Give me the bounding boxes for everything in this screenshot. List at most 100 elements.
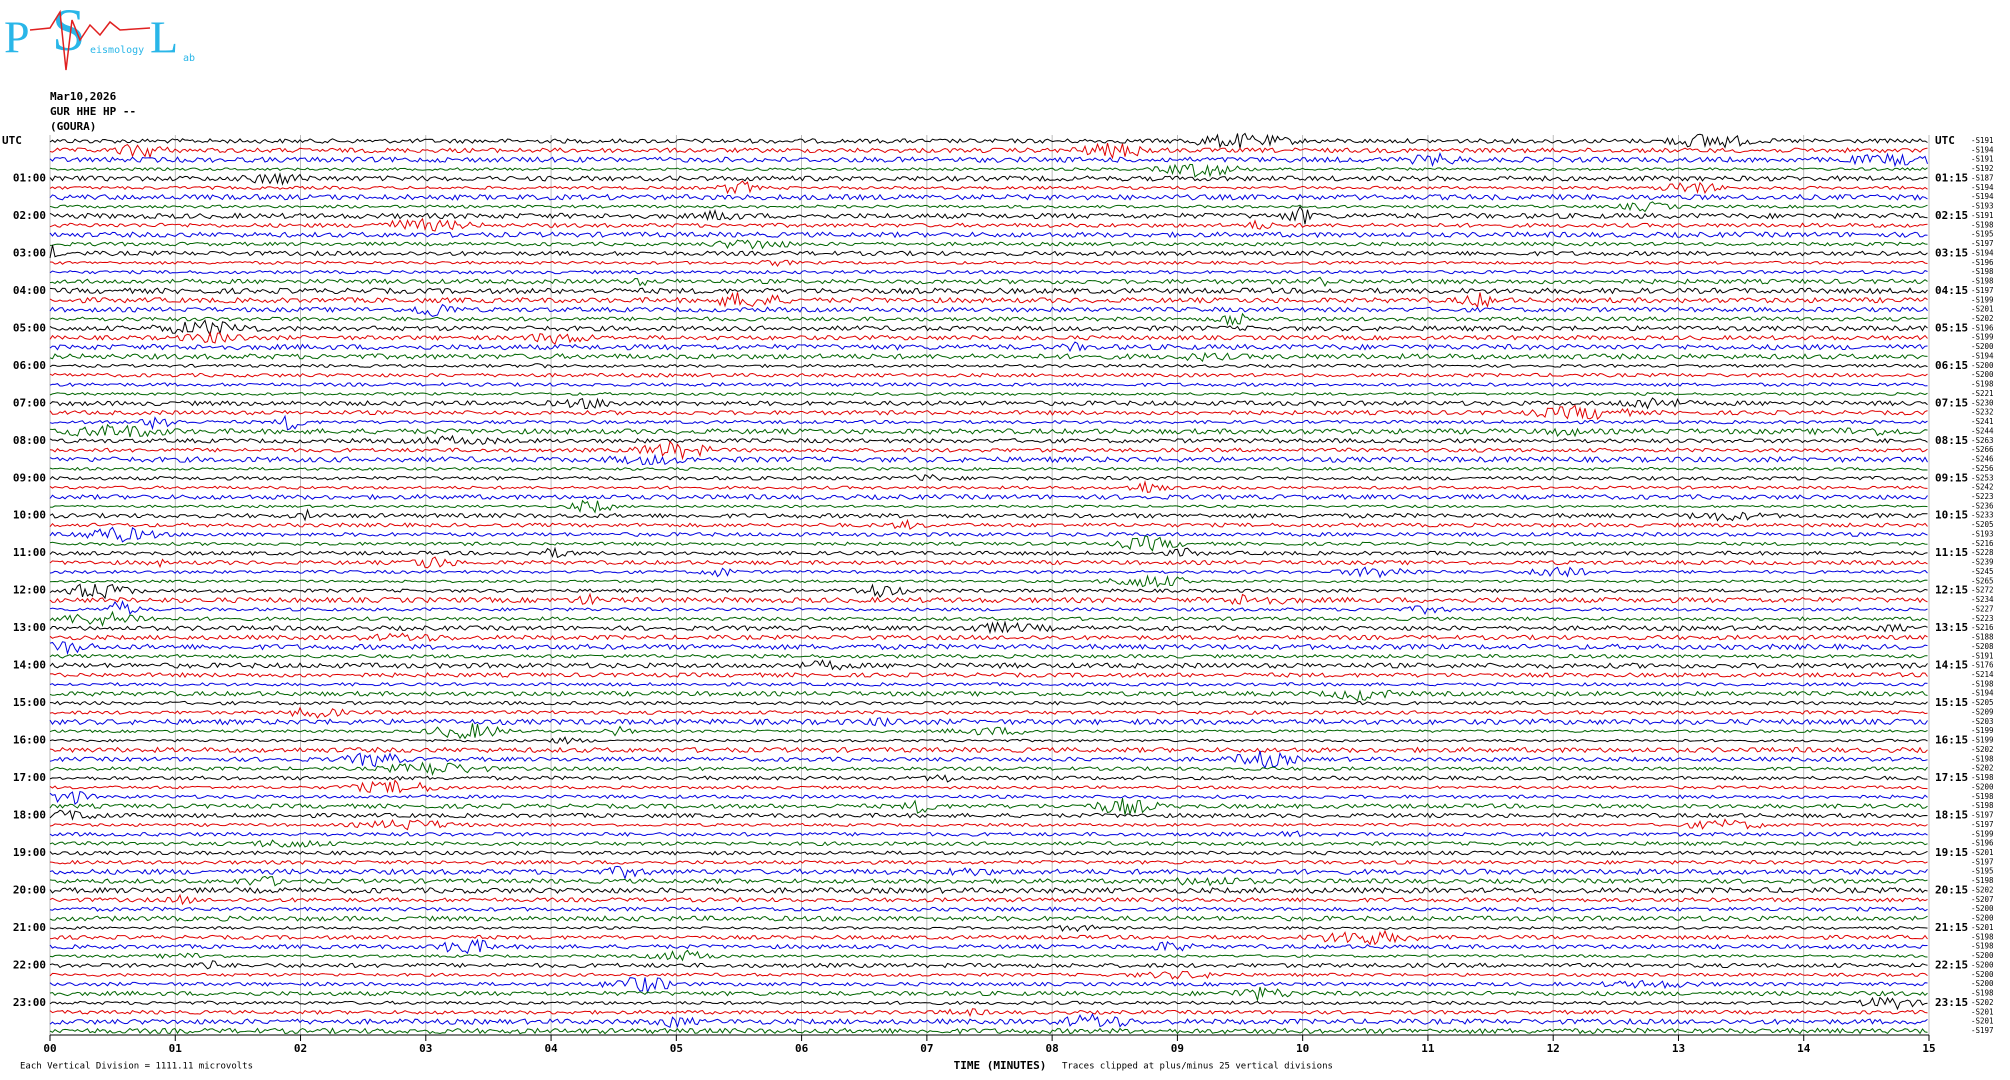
trace-offset: -S176 (1971, 661, 1994, 670)
trace-offset: -S199 (1971, 726, 1994, 735)
trace-offset: -S194 (1971, 351, 1994, 360)
trace (49, 915, 1928, 922)
trace (50, 700, 1928, 706)
trace-offset: -S198 (1971, 220, 1994, 229)
trace (49, 818, 1928, 831)
trace (49, 172, 1928, 186)
trace (49, 434, 1928, 445)
left-time-label: 16:00 (13, 734, 46, 747)
trace-offset: -S207 (1971, 895, 1994, 904)
trace-offset: -S201 (1971, 923, 1994, 932)
trace-offset: -S214 (1971, 670, 1994, 679)
trace (49, 566, 1928, 579)
trace (49, 518, 1928, 530)
right-time-label: 08:15 (1935, 434, 1968, 447)
trace-offset: -S198 (1971, 942, 1994, 951)
trace-offset: -S201 (1971, 1007, 1994, 1016)
trace-offset: -S196 (1971, 258, 1994, 267)
trace-offset: -S195 (1971, 867, 1994, 876)
trace-offset: -S198 (1971, 876, 1994, 885)
trace-offset: -S239 (1971, 558, 1994, 567)
trace (49, 287, 1928, 295)
left-time-label: 09:00 (13, 471, 46, 484)
trace (49, 414, 1928, 431)
trace-offset: -S253 (1971, 473, 1994, 482)
trace-offset: -S202 (1971, 745, 1994, 754)
logo: P S eismology L ab (4, 0, 195, 71)
trace-offset: -S200 (1971, 914, 1994, 923)
trace-offset: -S194 (1971, 183, 1994, 192)
right-time-label: UTC (1935, 134, 1955, 147)
trace (49, 774, 1928, 783)
trace-offset: -S232 (1971, 408, 1994, 417)
trace-offset: -S223 (1971, 492, 1994, 501)
x-tick-label: 00 (43, 1042, 56, 1055)
trace (49, 949, 1928, 962)
trace (49, 180, 1928, 195)
trace-offset: -S198 (1971, 792, 1994, 801)
trace (49, 723, 1928, 740)
trace (49, 201, 1928, 213)
trace (49, 363, 1928, 369)
scale-note: Each Vertical Division = 1111.11 microvo… (20, 1062, 253, 1072)
trace-offset: -S205 (1971, 520, 1994, 529)
trace (49, 132, 1928, 149)
right-time-label: 02:15 (1935, 209, 1968, 222)
trace-offset: -S202 (1971, 885, 1994, 894)
trace-offset: -S192 (1971, 164, 1994, 173)
x-tick-label: 02 (294, 1042, 307, 1055)
trace (49, 865, 1928, 880)
trace (49, 1012, 1928, 1029)
trace (49, 929, 1928, 946)
trace (49, 341, 1928, 352)
trace-offset: -S196 (1971, 839, 1994, 848)
trace-offset: -S191 (1971, 155, 1994, 164)
trace-offset: -S200 (1971, 342, 1994, 351)
trace (49, 809, 1928, 821)
left-time-label: 19:00 (13, 846, 46, 859)
trace-offset: -S265 (1971, 576, 1994, 585)
right-time-label: 07:15 (1935, 396, 1968, 409)
trace-offset: -S242 (1971, 483, 1994, 492)
x-tick-label: 12 (1547, 1042, 1560, 1055)
left-time-label: 03:00 (13, 246, 46, 259)
trace (49, 672, 1928, 679)
right-time-label: 15:15 (1935, 696, 1968, 709)
trace-offset: -S195 (1971, 230, 1994, 239)
trace-offset: -S194 (1971, 248, 1994, 257)
trace-offset: -S236 (1971, 501, 1994, 510)
trace (49, 960, 1928, 970)
trace (49, 859, 1928, 865)
trace-offset: -S196 (1971, 323, 1994, 332)
right-time-label: 23:15 (1935, 996, 1968, 1009)
trace-offset: -S200 (1971, 782, 1994, 791)
left-time-label: 20:00 (13, 883, 46, 896)
trace-offset: -S263 (1971, 436, 1994, 445)
trace-offset: -S216 (1971, 623, 1994, 632)
left-time-label: 22:00 (13, 958, 46, 971)
trace (49, 372, 1928, 378)
right-time-label: 11:15 (1935, 546, 1968, 559)
trace-offset: -S194 (1971, 689, 1994, 698)
left-time-label: 21:00 (13, 921, 46, 934)
trace-offset: -S200 (1971, 904, 1994, 913)
trace-offset: -S202 (1971, 764, 1994, 773)
trace-offset: -S246 (1971, 455, 1994, 464)
trace (49, 893, 1928, 906)
trace (49, 761, 1928, 777)
x-tick-label: 06 (795, 1042, 809, 1055)
trace (49, 746, 1928, 754)
trace-offset: -S198 (1971, 801, 1994, 810)
trace (49, 977, 1928, 994)
trace (49, 790, 1928, 806)
right-time-label: 12:15 (1935, 584, 1968, 597)
trace-offset: -S244 (1971, 426, 1994, 435)
left-time-label: 08:00 (13, 434, 46, 447)
trace (49, 440, 1928, 461)
trace (49, 193, 1928, 201)
trace (49, 163, 1928, 178)
trace (49, 556, 1928, 569)
trace-offset: -S187 (1971, 173, 1994, 182)
trace-offset: -S227 (1971, 604, 1994, 613)
